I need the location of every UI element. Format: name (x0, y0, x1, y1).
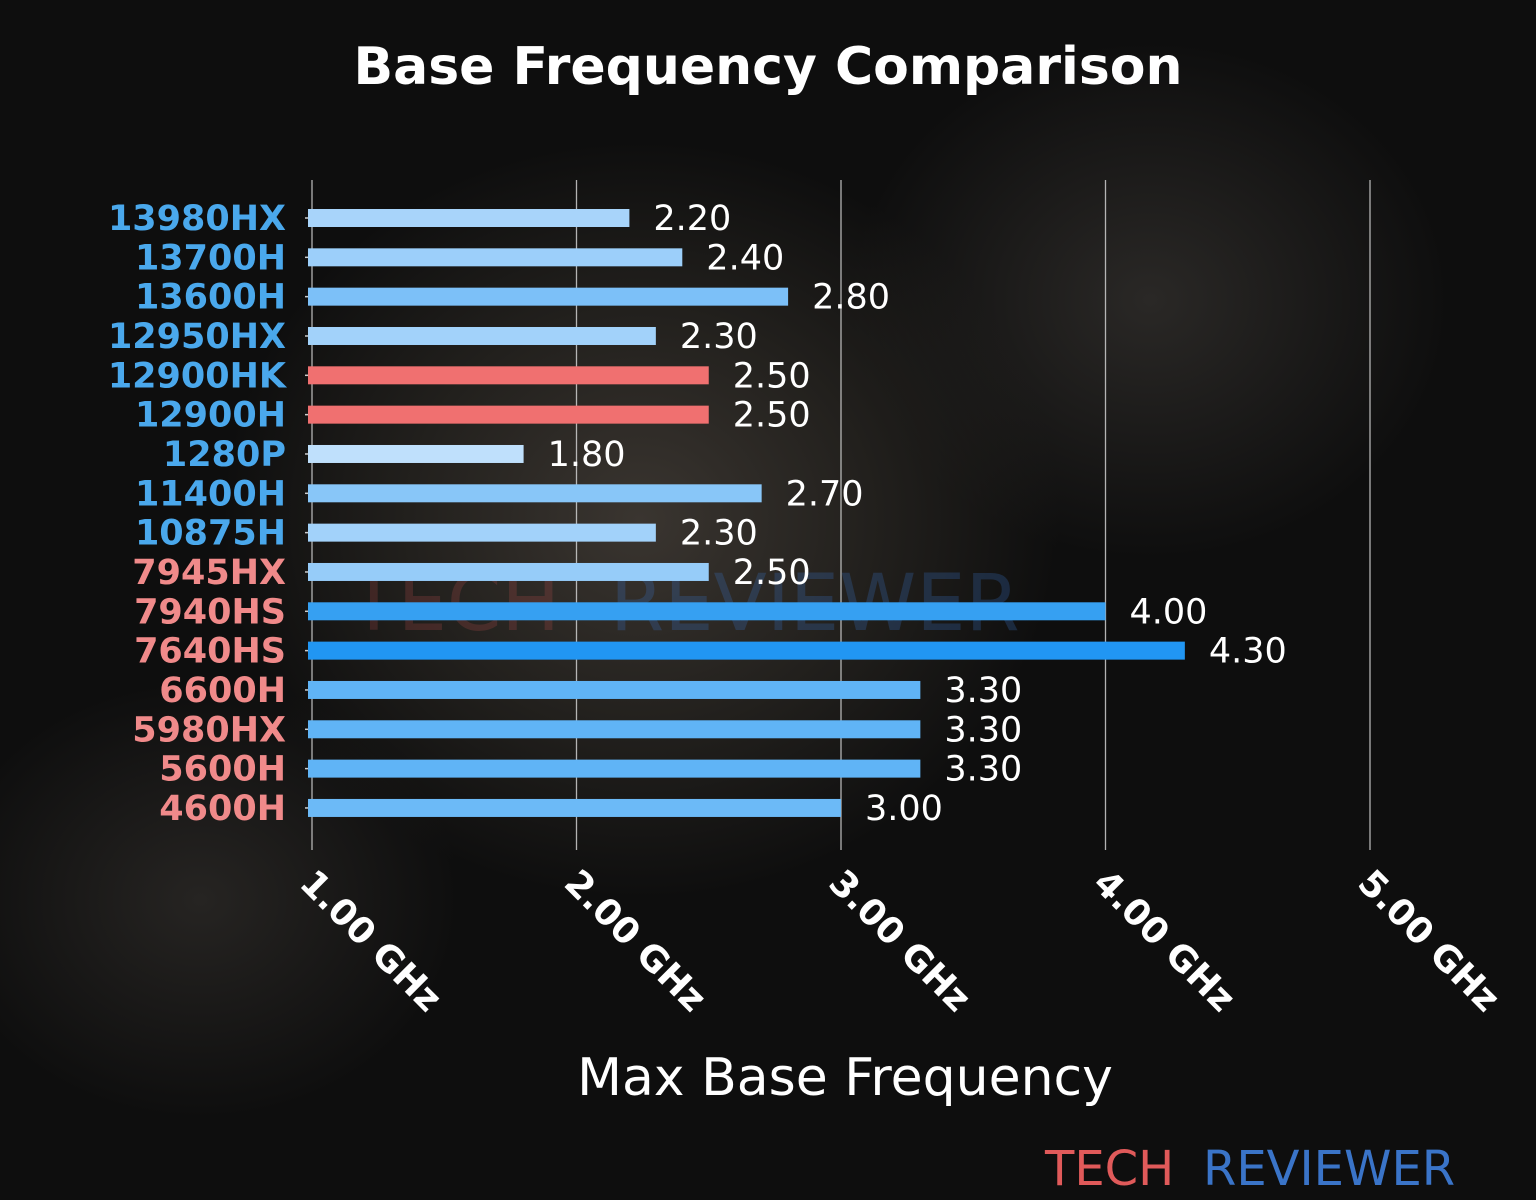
bar (308, 405, 709, 424)
y-tick-label: 12950HX (108, 317, 286, 357)
bar (308, 484, 762, 503)
bar (308, 562, 709, 581)
x-axis-label: Max Base Frequency (577, 1048, 1113, 1108)
data-label: 3.30 (944, 671, 1022, 711)
y-tick-label: 5980HX (132, 710, 286, 750)
watermark-logo-reviewer: REVIEWER (1203, 1141, 1455, 1197)
x-tick-label: 5.00 GHz (1350, 862, 1508, 1020)
x-tick-label: 3.00 GHz (821, 862, 979, 1020)
data-label: 3.00 (865, 789, 943, 829)
bar (308, 798, 841, 817)
data-label: 2.70 (786, 474, 864, 514)
y-tick-label: 5600H (159, 750, 286, 790)
y-tick-label: 10875H (135, 514, 286, 554)
y-tick-label: 13980HX (108, 199, 286, 239)
data-label: 2.80 (812, 278, 890, 318)
data-label: 2.50 (733, 553, 811, 593)
watermark-logo-tech: TECH (1044, 1141, 1174, 1197)
bar (308, 444, 524, 463)
y-tick-label: 7640HS (134, 632, 286, 672)
bar (308, 680, 921, 699)
bar (308, 287, 789, 306)
data-label: 2.20 (653, 199, 731, 239)
y-tick-label: 12900H (135, 396, 286, 436)
bar (308, 326, 656, 345)
y-tick-label: 11400H (135, 474, 286, 514)
y-tick-label: 13700H (135, 238, 286, 278)
chart-title: Base Frequency Comparison (353, 37, 1182, 97)
data-label: 2.50 (733, 396, 811, 436)
bar (308, 602, 1106, 621)
x-tick-label: 4.00 GHz (1085, 862, 1243, 1020)
data-label: 4.30 (1209, 632, 1287, 672)
x-tick-label: 2.00 GHz (556, 862, 714, 1020)
data-label: 3.30 (944, 750, 1022, 790)
y-tick-label: 1280P (163, 435, 286, 475)
data-label: 2.30 (680, 514, 758, 554)
bar (308, 523, 656, 542)
data-label: 3.30 (944, 710, 1022, 750)
data-label: 2.50 (733, 356, 811, 396)
data-label: 4.00 (1130, 592, 1208, 632)
bar (308, 759, 921, 778)
y-tick-label: 7940HS (134, 592, 286, 632)
y-tick-label: 6600H (159, 671, 286, 711)
data-label: 2.30 (680, 317, 758, 357)
y-tick-label: 7945HX (132, 553, 286, 593)
bar (308, 209, 630, 227)
y-tick-label: 12900HK (108, 356, 288, 396)
y-tick-label: 4600H (159, 789, 286, 829)
bar (308, 720, 921, 739)
bar (308, 248, 683, 267)
bar (308, 641, 1185, 660)
y-tick-label: 13600H (135, 278, 286, 318)
data-label: 1.80 (548, 435, 626, 475)
bar (308, 366, 709, 385)
data-label: 2.40 (706, 238, 784, 278)
x-tick-label: 1.00 GHz (292, 862, 450, 1020)
